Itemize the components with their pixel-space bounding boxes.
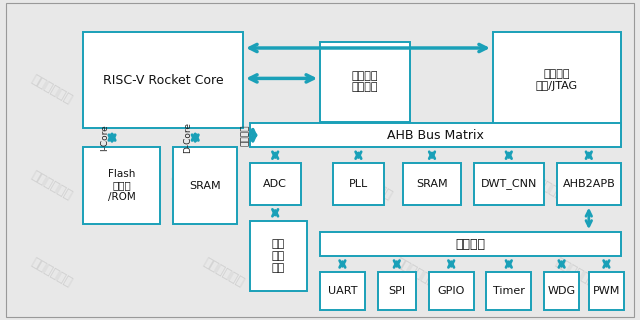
Text: ADC: ADC	[263, 179, 287, 189]
Text: 无锡珹芯电子: 无锡珹芯电子	[169, 169, 215, 203]
Text: Flash
存储器
/ROM: Flash 存储器 /ROM	[108, 169, 136, 202]
Text: DWT_CNN: DWT_CNN	[481, 179, 537, 189]
Text: I-Core: I-Core	[100, 124, 109, 151]
Text: D-Core: D-Core	[183, 122, 192, 153]
Text: WDG: WDG	[548, 286, 575, 296]
Text: AHB2APB: AHB2APB	[563, 179, 615, 189]
FancyBboxPatch shape	[429, 272, 474, 310]
Text: 无锡珹芯电子: 无锡珹芯电子	[28, 169, 74, 203]
FancyBboxPatch shape	[589, 272, 624, 310]
Text: 附加调试
组件/JTAG: 附加调试 组件/JTAG	[536, 69, 578, 91]
FancyBboxPatch shape	[333, 163, 384, 205]
FancyBboxPatch shape	[557, 163, 621, 205]
FancyBboxPatch shape	[378, 272, 416, 310]
FancyBboxPatch shape	[83, 32, 243, 128]
Text: 无锡珹芯电子: 无锡珹芯电子	[28, 255, 74, 289]
Text: 无锡珹芯电子: 无锡珹芯电子	[521, 73, 567, 107]
FancyBboxPatch shape	[493, 32, 621, 128]
Text: 无锡珹芯电子: 无锡珹芯电子	[553, 255, 599, 289]
Text: 无锡珹芯电子: 无锡珹芯电子	[393, 255, 439, 289]
Text: UART: UART	[328, 286, 357, 296]
FancyBboxPatch shape	[250, 163, 301, 205]
Text: 外设总线: 外设总线	[456, 237, 485, 251]
FancyBboxPatch shape	[320, 272, 365, 310]
Text: 无锡珹芯电子: 无锡珹芯电子	[348, 73, 394, 107]
FancyBboxPatch shape	[83, 147, 160, 224]
Text: RISC-V Rocket Core: RISC-V Rocket Core	[103, 74, 223, 86]
Text: 系统总线: 系统总线	[241, 124, 250, 146]
Text: PWM: PWM	[593, 286, 620, 296]
Text: 无锡珹芯电子: 无锡珹芯电子	[28, 73, 74, 107]
Text: 无锡珹芯电子: 无锡珹芯电子	[348, 169, 394, 203]
Text: PLL: PLL	[349, 179, 368, 189]
FancyBboxPatch shape	[320, 42, 410, 122]
Text: AHB Bus Matrix: AHB Bus Matrix	[387, 129, 484, 142]
Text: SPI: SPI	[388, 286, 405, 296]
Text: 系统时钟
控制模块: 系统时钟 控制模块	[351, 71, 378, 92]
FancyBboxPatch shape	[474, 163, 544, 205]
Text: GPIO: GPIO	[438, 286, 465, 296]
FancyBboxPatch shape	[403, 163, 461, 205]
FancyBboxPatch shape	[250, 123, 621, 147]
Text: 多路
选择
开关: 多路 选择 开关	[272, 239, 285, 273]
FancyBboxPatch shape	[544, 272, 579, 310]
Text: 无锡珹芯电子: 无锡珹芯电子	[169, 73, 215, 107]
FancyBboxPatch shape	[173, 147, 237, 224]
FancyBboxPatch shape	[250, 221, 307, 291]
FancyBboxPatch shape	[486, 272, 531, 310]
Text: Timer: Timer	[493, 286, 525, 296]
FancyBboxPatch shape	[320, 232, 621, 256]
Text: 无锡珹芯电子: 无锡珹芯电子	[201, 255, 247, 289]
Text: SRAM: SRAM	[416, 179, 448, 189]
Text: SRAM: SRAM	[189, 180, 221, 191]
Text: 无锡珹芯电子: 无锡珹芯电子	[521, 169, 567, 203]
